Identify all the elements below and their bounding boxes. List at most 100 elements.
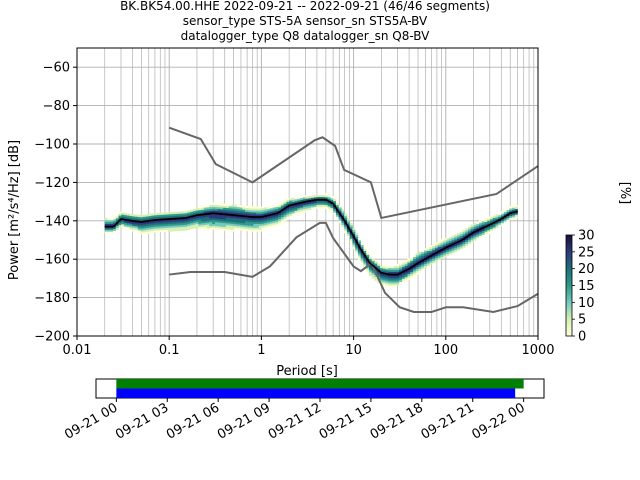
psd-cell bbox=[437, 252, 441, 255]
psd-cell bbox=[300, 211, 304, 214]
psd-cell bbox=[440, 241, 444, 244]
psd-cell bbox=[192, 222, 196, 225]
psd-cell bbox=[195, 210, 199, 213]
psd-cell bbox=[245, 207, 249, 210]
psd-cell bbox=[352, 231, 356, 234]
psd-cell bbox=[473, 228, 477, 232]
psd-cell bbox=[212, 204, 216, 207]
psd-cell bbox=[327, 196, 331, 199]
psd-cell bbox=[355, 246, 359, 249]
psd-cell bbox=[148, 225, 152, 228]
psd-cell bbox=[363, 260, 367, 263]
psd-cell bbox=[377, 280, 381, 284]
psd-cell bbox=[289, 200, 293, 203]
psd-cell bbox=[308, 201, 312, 205]
psd-cell bbox=[341, 222, 345, 226]
psd-cell bbox=[212, 223, 216, 226]
psd-cell bbox=[173, 211, 177, 215]
psd-cell bbox=[360, 244, 364, 247]
y-tick-label: −100 bbox=[34, 138, 70, 153]
psd-plot-area: 0.01 0.1 1 10 100 1000 −200 −180 −160 −140 −120 −1… bbox=[34, 47, 555, 358]
psd-cell bbox=[382, 279, 386, 283]
psd-cell bbox=[278, 222, 282, 225]
psd-cell bbox=[280, 220, 284, 223]
psd-cell bbox=[407, 266, 411, 269]
psd-cell bbox=[302, 202, 306, 206]
psd-cell bbox=[203, 224, 207, 227]
psd-cell bbox=[256, 223, 260, 226]
psd-cell bbox=[399, 281, 403, 284]
psd-cell bbox=[445, 247, 450, 251]
psd-cell bbox=[261, 223, 265, 226]
psd-cell bbox=[209, 216, 213, 219]
psd-cell bbox=[335, 210, 339, 213]
psd-cell bbox=[201, 217, 205, 220]
timeline-tick-label: 09-21 09 bbox=[215, 400, 273, 442]
psd-cell bbox=[426, 250, 430, 253]
psd-cell bbox=[495, 225, 499, 229]
psd-cell bbox=[256, 214, 260, 217]
psd-cell bbox=[393, 275, 397, 278]
psd-cell bbox=[349, 234, 353, 237]
psd-cell bbox=[107, 227, 111, 230]
psd-cell bbox=[176, 227, 180, 230]
psd-cell bbox=[107, 219, 111, 223]
psd-cell bbox=[115, 216, 119, 219]
psd-cell bbox=[286, 209, 290, 212]
psd-cell bbox=[415, 255, 419, 258]
psd-cell bbox=[234, 227, 238, 230]
psd-cell bbox=[192, 218, 196, 221]
chart-title-line-3: datalogger_type Q8 datalogger_sn Q8-BV bbox=[181, 29, 431, 43]
psd-cell bbox=[203, 218, 207, 222]
psd-cell bbox=[506, 215, 510, 218]
psd-cell bbox=[468, 230, 472, 233]
psd-cell bbox=[363, 252, 367, 255]
psd-cell bbox=[509, 208, 513, 211]
psd-cell bbox=[198, 223, 202, 226]
psd-cell bbox=[484, 233, 488, 236]
psd-cell bbox=[421, 257, 425, 260]
psd-cell bbox=[126, 213, 130, 216]
psd-cell bbox=[399, 270, 403, 273]
psd-cell bbox=[245, 221, 249, 224]
psd-cell bbox=[313, 202, 317, 206]
psd-cell bbox=[382, 281, 386, 285]
psd-cell bbox=[162, 212, 166, 215]
psd-cell bbox=[443, 251, 447, 254]
psd-cell bbox=[335, 201, 339, 204]
psd-cell bbox=[388, 267, 392, 270]
psd-cell bbox=[503, 211, 507, 214]
psd-cell bbox=[228, 229, 232, 232]
psd-cell bbox=[355, 252, 359, 255]
psd-cell bbox=[173, 227, 177, 230]
psd-cell bbox=[357, 251, 361, 254]
psd-cell bbox=[305, 208, 309, 211]
psd-cell bbox=[272, 209, 276, 212]
psd-cell bbox=[399, 274, 403, 277]
psd-cell bbox=[346, 220, 350, 223]
psd-cell bbox=[159, 220, 163, 223]
psd-cell bbox=[423, 250, 428, 253]
psd-cell bbox=[415, 253, 419, 256]
psd-cell bbox=[352, 229, 356, 233]
psd-cell bbox=[162, 224, 166, 227]
psd-cell bbox=[404, 278, 408, 282]
psd-cell bbox=[401, 266, 406, 270]
psd-cell bbox=[492, 227, 496, 230]
psd-cell bbox=[468, 236, 472, 239]
psd-cell bbox=[297, 206, 301, 209]
psd-cell bbox=[192, 216, 196, 219]
psd-cell bbox=[121, 220, 125, 223]
psd-cell bbox=[412, 270, 417, 273]
psd-cell bbox=[162, 225, 166, 229]
psd-cell bbox=[470, 236, 474, 239]
psd-cell bbox=[212, 206, 216, 209]
psd-cell bbox=[206, 207, 210, 210]
psd-cell bbox=[212, 202, 216, 205]
colorbar-gradient bbox=[565, 234, 573, 337]
psd-cell bbox=[203, 226, 207, 229]
psd-cell bbox=[335, 204, 339, 208]
psd-cell bbox=[135, 218, 139, 221]
psd-cell bbox=[434, 247, 439, 251]
